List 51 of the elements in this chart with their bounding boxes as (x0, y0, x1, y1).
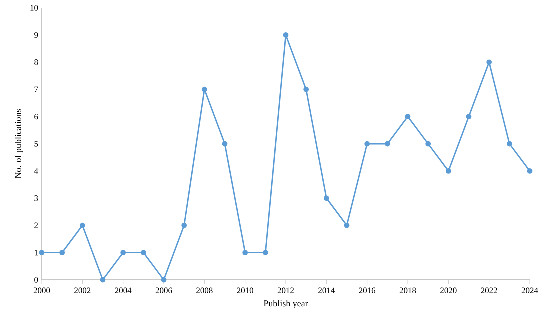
point (304, 86, 310, 92)
point (202, 86, 208, 92)
y-tick-label: 1 (34, 250, 38, 256)
y-tick-label: 9 (34, 32, 38, 38)
y-tick-label: 3 (34, 196, 38, 202)
point (242, 250, 248, 256)
point (80, 222, 86, 228)
point (182, 222, 188, 228)
point (364, 141, 370, 147)
point (486, 60, 492, 66)
point (405, 114, 411, 120)
x-axis-title: Publish year (264, 300, 308, 308)
point (283, 32, 289, 38)
y-tick-label: 5 (34, 141, 38, 147)
x-tick-label: 2016 (359, 288, 376, 294)
point (344, 222, 350, 228)
point (140, 250, 146, 256)
point (324, 196, 330, 202)
y-tick-label: 10 (30, 5, 38, 11)
y-tick-label: 8 (34, 60, 38, 66)
point (466, 114, 472, 120)
x-tick-label: 2022 (481, 288, 498, 294)
y-tick-label: 6 (34, 114, 38, 120)
point (426, 141, 432, 147)
point (100, 277, 106, 283)
point (120, 250, 126, 256)
x-tick-label: 2000 (34, 288, 50, 294)
point (527, 168, 533, 174)
point (506, 141, 512, 147)
x-tick-label: 2014 (318, 288, 336, 294)
y-tick-label: 4 (34, 168, 38, 174)
x-tick-label: 2004 (115, 288, 132, 294)
x-tick-label: 2024 (522, 288, 538, 294)
x-tick-label: 2018 (400, 288, 416, 294)
point (222, 141, 228, 147)
x-tick-label: 2020 (440, 288, 457, 294)
point (262, 250, 268, 256)
x-tick-label: 2010 (237, 288, 254, 294)
x-tick-label: 2008 (196, 288, 213, 294)
point (384, 141, 390, 147)
point (60, 250, 66, 256)
x-tick-label: 2012 (278, 288, 294, 294)
y-tick-label: 0 (34, 277, 38, 283)
y-tick-label: 2 (34, 222, 38, 228)
point (39, 250, 45, 256)
point (446, 168, 452, 174)
x-tick-label: 2006 (156, 288, 172, 294)
y-tick-label: 7 (34, 86, 38, 92)
x-tick-label: 2002 (74, 288, 91, 294)
y-axis-title: No. of publications (14, 109, 24, 179)
point (161, 277, 167, 283)
